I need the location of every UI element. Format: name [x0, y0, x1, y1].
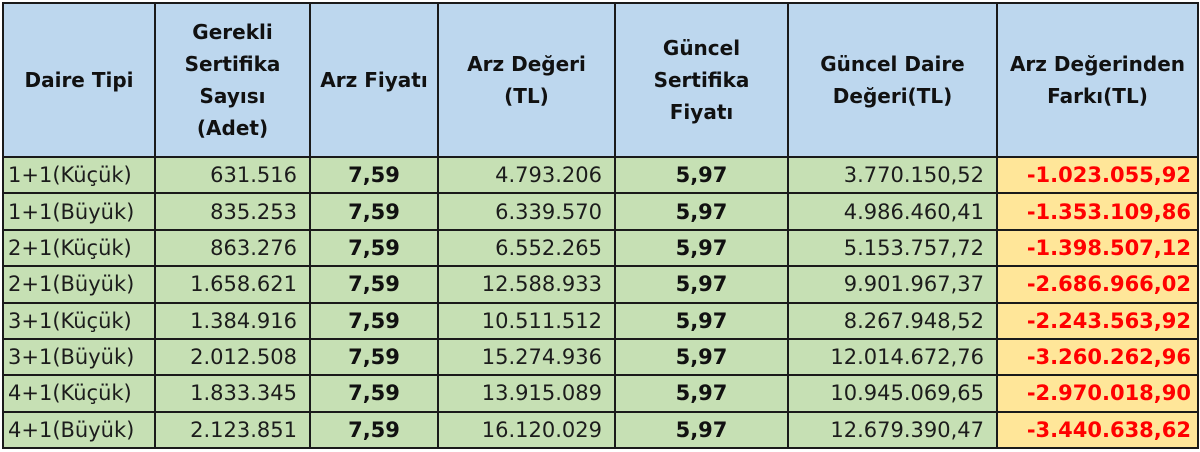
cell-guncel-sertifika-fiyati: 5,97	[614, 301, 789, 340]
header-text-line: Arz Değeri	[467, 52, 586, 76]
cell-sertifika-sayisi: 863.276	[154, 228, 311, 268]
header-text-line: (Adet)	[196, 116, 269, 140]
header-text-line: Arz Değerinden	[1009, 52, 1186, 76]
cell-guncel-sertifika-fiyati: 5,97	[614, 265, 789, 304]
cell-arz-degerinden-farki: -2.970.018,90	[996, 374, 1199, 413]
cell-arz-fiyati: 7,59	[309, 155, 439, 195]
cell-arz-fiyati: 7,59	[309, 192, 439, 231]
cell-arz-degerinden-farki: -3.260.262,96	[996, 337, 1199, 377]
cell-guncel-daire-degeri: 12.679.390,47	[787, 410, 998, 450]
cell-arz-fiyati: 7,59	[309, 301, 439, 340]
header-text-line: Değeri(TL)	[832, 84, 953, 108]
cell-arz-degerinden-farki: -2.686.966,02	[996, 265, 1199, 304]
cell-guncel-daire-degeri: 9.901.967,37	[787, 265, 998, 304]
header-daire-tipi: Daire Tipi	[2, 2, 156, 158]
cell-arz-fiyati: 7,59	[309, 410, 439, 450]
cell-arz-degerinden-farki: -2.243.563,92	[996, 301, 1199, 340]
header-text-line: Güncel	[662, 36, 741, 60]
cell-guncel-sertifika-fiyati: 5,97	[614, 228, 789, 268]
cell-arz-degeri: 6.339.570	[437, 192, 616, 231]
cell-sertifika-sayisi: 631.516	[154, 155, 311, 195]
cell-arz-degerinden-farki: -3.440.638,62	[996, 410, 1199, 450]
cell-guncel-sertifika-fiyati: 5,97	[614, 337, 789, 377]
cell-arz-fiyati: 7,59	[309, 374, 439, 413]
cell-daire-tipi: 1+1(Küçük)	[2, 155, 156, 195]
cell-daire-tipi: 2+1(Büyük)	[2, 265, 156, 304]
cell-daire-tipi: 4+1(Küçük)	[2, 374, 156, 413]
cell-daire-tipi: 2+1(Küçük)	[2, 228, 156, 268]
cell-sertifika-sayisi: 1.658.621	[154, 265, 311, 304]
cell-sertifika-sayisi: 2.012.508	[154, 337, 311, 377]
cell-arz-degeri: 13.915.089	[437, 374, 616, 413]
cell-sertifika-sayisi: 1.833.345	[154, 374, 311, 413]
cell-guncel-sertifika-fiyati: 5,97	[614, 374, 789, 413]
cell-arz-degeri: 15.274.936	[437, 337, 616, 377]
cell-guncel-sertifika-fiyati: 5,97	[614, 192, 789, 231]
cell-guncel-daire-degeri: 12.014.672,76	[787, 337, 998, 377]
cell-sertifika-sayisi: 1.384.916	[154, 301, 311, 340]
cell-guncel-daire-degeri: 5.153.757,72	[787, 228, 998, 268]
header-text-line: Daire Tipi	[24, 68, 134, 92]
cell-arz-degeri: 16.120.029	[437, 410, 616, 450]
cell-daire-tipi: 1+1(Büyük)	[2, 192, 156, 231]
cell-sertifika-sayisi: 2.123.851	[154, 410, 311, 450]
cell-arz-degeri: 4.793.206	[437, 155, 616, 195]
header-text-line: Güncel Daire	[820, 52, 965, 76]
cell-guncel-sertifika-fiyati: 5,97	[614, 155, 789, 195]
cell-guncel-sertifika-fiyati: 5,97	[614, 410, 789, 450]
header-text-line: Gerekli	[192, 20, 273, 44]
cell-arz-fiyati: 7,59	[309, 228, 439, 268]
header-arz-degeri: Arz Değeri (TL)	[437, 2, 616, 158]
header-arz-fiyati: Arz Fiyatı	[309, 2, 439, 158]
cell-arz-degerinden-farki: -1.398.507,12	[996, 228, 1199, 268]
table-row: 2+1(Küçük) 863.276 7,59 6.552.265 5,97 5.153.…	[2, 228, 1199, 268]
table-row: 1+1(Küçük) 631.516 7,59 4.793.206 5,97 3.770.…	[2, 155, 1199, 195]
cell-sertifika-sayisi: 835.253	[154, 192, 311, 231]
cell-arz-fiyati: 7,59	[309, 265, 439, 304]
header-text-line: (TL)	[504, 84, 549, 108]
header-row: Daire Tipi Gerekli Sertifika Sayısı (Adet) Ar…	[2, 2, 1199, 158]
cell-daire-tipi: 3+1(Büyük)	[2, 337, 156, 377]
header-text-line: Farkı(TL)	[1047, 84, 1148, 108]
cell-arz-degeri: 12.588.933	[437, 265, 616, 304]
header-arz-degerinden-farki: Arz Değerinden Farkı(TL)	[996, 2, 1199, 158]
cell-arz-degeri: 6.552.265	[437, 228, 616, 268]
cell-daire-tipi: 3+1(Küçük)	[2, 301, 156, 340]
cell-guncel-daire-degeri: 4.986.460,41	[787, 192, 998, 231]
table-row: 1+1(Büyük) 835.253 7,59 6.339.570 5,97 4.986.…	[2, 192, 1199, 231]
cell-arz-degerinden-farki: -1.353.109,86	[996, 192, 1199, 231]
header-gerekli-sertifika-sayisi: Gerekli Sertifika Sayısı (Adet)	[154, 2, 311, 158]
table-row: 2+1(Büyük) 1.658.621 7,59 12.588.933 5,97 9.9…	[2, 265, 1199, 304]
table-body: 1+1(Küçük) 631.516 7,59 4.793.206 5,97 3.770.…	[2, 155, 1199, 450]
header-text-line: Sertifika	[653, 68, 750, 92]
cell-daire-tipi: 4+1(Büyük)	[2, 410, 156, 450]
table-row: 4+1(Küçük) 1.833.345 7,59 13.915.089 5,97 10.…	[2, 374, 1199, 413]
header-text-line: Sayısı	[199, 84, 266, 108]
header-text-line: Arz Fiyatı	[320, 68, 428, 92]
cell-guncel-daire-degeri: 10.945.069,65	[787, 374, 998, 413]
header-text-line: Sertifika	[184, 52, 281, 76]
header-guncel-sertifika-fiyati: Güncel Sertifika Fiyatı	[614, 2, 789, 158]
cell-guncel-daire-degeri: 8.267.948,52	[787, 301, 998, 340]
cell-arz-degeri: 10.511.512	[437, 301, 616, 340]
header-text-line: Fiyatı	[669, 100, 734, 124]
table-row: 3+1(Küçük) 1.384.916 7,59 10.511.512 5,97 8.2…	[2, 301, 1199, 340]
cell-guncel-daire-degeri: 3.770.150,52	[787, 155, 998, 195]
cell-arz-fiyati: 7,59	[309, 337, 439, 377]
cell-arz-degerinden-farki: -1.023.055,92	[996, 155, 1199, 195]
header-guncel-daire-degeri: Güncel Daire Değeri(TL)	[787, 2, 998, 158]
table-row: 4+1(Büyük) 2.123.851 7,59 16.120.029 5,97 12.…	[2, 410, 1199, 450]
table-row: 3+1(Büyük) 2.012.508 7,59 15.274.936 5,97 12.…	[2, 337, 1199, 377]
